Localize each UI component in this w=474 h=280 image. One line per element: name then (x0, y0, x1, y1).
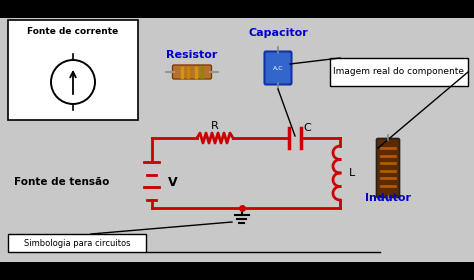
Text: Indutor: Indutor (365, 193, 411, 203)
Text: A,C: A,C (273, 66, 283, 71)
FancyBboxPatch shape (8, 20, 138, 120)
FancyBboxPatch shape (376, 139, 400, 197)
Text: L: L (349, 168, 355, 178)
FancyBboxPatch shape (8, 234, 146, 252)
Text: R: R (211, 121, 219, 131)
Text: V: V (168, 176, 178, 190)
Text: Simbologia para circuitos: Simbologia para circuitos (24, 239, 130, 248)
Text: Imagem real do componente: Imagem real do componente (334, 67, 465, 76)
Text: Resistor: Resistor (166, 50, 218, 60)
Text: Capacitor: Capacitor (248, 28, 308, 38)
Bar (0, 262, 474, 280)
Bar (0, 0, 474, 18)
Text: Fonte de tensão: Fonte de tensão (14, 177, 109, 187)
FancyBboxPatch shape (330, 58, 468, 86)
Text: C: C (303, 123, 311, 133)
Text: Fonte de corrente: Fonte de corrente (27, 27, 118, 36)
FancyBboxPatch shape (264, 52, 292, 85)
FancyBboxPatch shape (173, 65, 211, 79)
